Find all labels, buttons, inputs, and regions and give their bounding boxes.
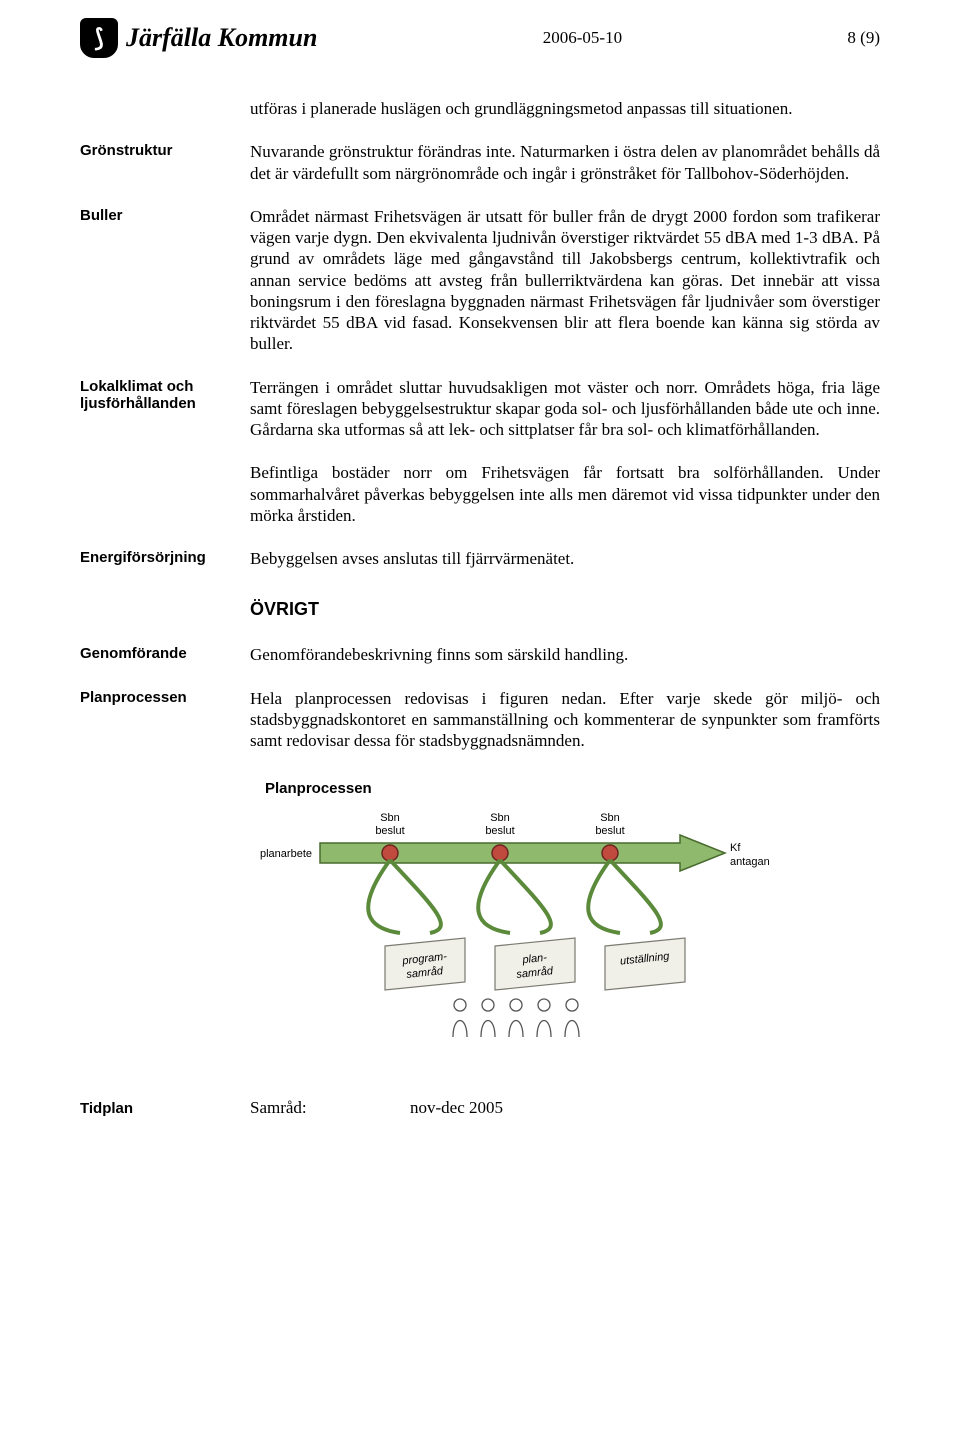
section-heading-ovrigt: ÖVRIGT	[250, 599, 880, 620]
paragraph: Nuvarande grönstruktur förändras inte. N…	[250, 141, 880, 184]
page-header: ⟆ Järfälla Kommun 2006-05-10 8 (9)	[80, 18, 880, 58]
svg-text:planarbete: planarbete	[260, 848, 312, 860]
footer-key: Samråd:	[250, 1098, 410, 1118]
footer-tidplan: Tidplan Samråd: nov-dec 2005	[80, 1098, 880, 1118]
header-date: 2006-05-10	[543, 28, 622, 48]
paragraph: Genomförandebeskrivning finns som särski…	[250, 644, 880, 665]
planprocessen-diagram: PlanprocessenplanarbeteKfantagandeSbnbes…	[250, 773, 880, 1058]
section-row: GrönstrukturNuvarande grönstruktur förän…	[80, 141, 880, 184]
body-text: Genomförandebeskrivning finns som särski…	[250, 644, 880, 665]
body-text: Området närmast Frihetsvägen är utsatt f…	[250, 206, 880, 355]
svg-text:Sbn: Sbn	[490, 812, 510, 824]
svg-text:beslut: beslut	[485, 825, 514, 837]
paragraph: Befintliga bostäder norr om Frihetsvägen…	[250, 462, 880, 526]
paragraph: Bebyggelsen avses anslutas till fjärrvär…	[250, 548, 880, 569]
paragraph: Terrängen i området sluttar huvudsaklige…	[250, 377, 880, 441]
body-text: Hela planprocessen redovisas i figuren n…	[250, 688, 880, 752]
side-label: Buller	[80, 206, 250, 224]
side-label: Energiförsörjning	[80, 548, 250, 566]
svg-text:Planprocessen: Planprocessen	[265, 780, 372, 797]
side-label: Lokalklimat och ljusförhållanden	[80, 377, 250, 412]
footer-label: Tidplan	[80, 1100, 250, 1117]
side-label: Grönstruktur	[80, 141, 250, 159]
coat-of-arms-icon: ⟆	[80, 18, 118, 58]
section-row: BullerOmrådet närmast Frihetsvägen är ut…	[80, 206, 880, 355]
logo: ⟆ Järfälla Kommun	[80, 18, 317, 58]
footer-value: nov-dec 2005	[410, 1098, 503, 1118]
svg-text:Sbn: Sbn	[600, 812, 620, 824]
body-text: Bebyggelsen avses anslutas till fjärrvär…	[250, 548, 880, 569]
side-label: Planprocessen	[80, 688, 250, 706]
section-row: Lokalklimat och ljusförhållandenTerränge…	[80, 377, 880, 527]
paragraph: Hela planprocessen redovisas i figuren n…	[250, 688, 880, 752]
svg-text:Sbn: Sbn	[380, 812, 400, 824]
body-text: Terrängen i området sluttar huvudsaklige…	[250, 377, 880, 527]
body-text: Nuvarande grönstruktur förändras inte. N…	[250, 141, 880, 184]
svg-text:Kf: Kf	[730, 842, 741, 854]
svg-text:beslut: beslut	[595, 825, 624, 837]
header-page-number: 8 (9)	[847, 28, 880, 48]
org-name: Järfälla Kommun	[126, 23, 317, 53]
paragraph: Området närmast Frihetsvägen är utsatt f…	[250, 206, 880, 355]
section-row: PlanprocessenHela planprocessen redovisa…	[80, 688, 880, 752]
intro-paragraph: utföras i planerade huslägen och grundlä…	[250, 98, 880, 119]
svg-text:antagande: antagande	[730, 856, 770, 868]
side-label: Genomförande	[80, 644, 250, 662]
section-row: GenomförandeGenomförandebeskrivning finn…	[80, 644, 880, 665]
svg-text:beslut: beslut	[375, 825, 404, 837]
section-row: EnergiförsörjningBebyggelsen avses anslu…	[80, 548, 880, 569]
